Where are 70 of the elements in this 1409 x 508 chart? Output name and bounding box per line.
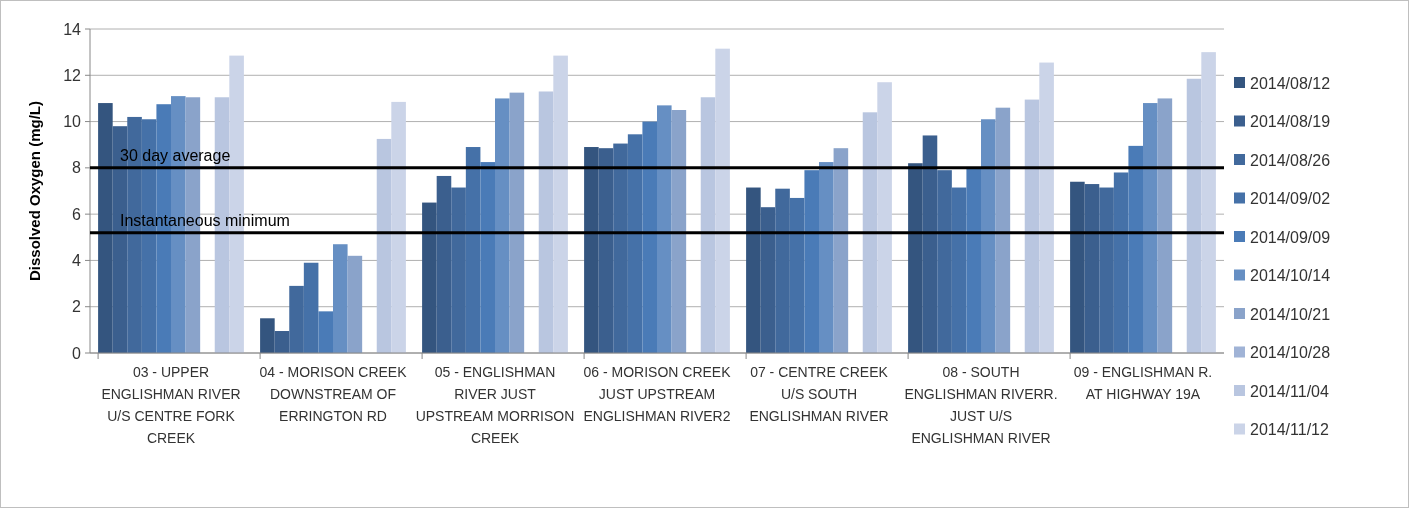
bar (715, 48, 730, 353)
bar (260, 318, 275, 353)
bar (642, 121, 657, 353)
bar (1024, 99, 1040, 353)
y-tick-label: 2 (72, 298, 82, 316)
legend-label: 2014/10/28 (1250, 344, 1331, 362)
y-tick-label: 8 (72, 159, 82, 177)
legend-label: 2014/11/12 (1250, 421, 1329, 439)
y-axis-title: Dissolved Oxygen (mg/L) (26, 100, 43, 282)
legend-label: 2014/08/19 (1250, 113, 1331, 131)
y-tick-label: 0 (72, 344, 82, 362)
bar (274, 331, 290, 353)
y-tick-label: 14 (63, 20, 82, 38)
y-tick-label: 12 (63, 66, 82, 84)
bar (877, 82, 892, 353)
legend-label: 2014/09/09 (1250, 228, 1331, 246)
legend-label: 2014/08/26 (1250, 151, 1331, 169)
bar (657, 105, 672, 353)
bar (1143, 103, 1158, 353)
bar (584, 147, 599, 353)
bar (1186, 78, 1202, 353)
x-tick-label: 03 - UPPER ENGLISHMAN RIVER U/S CENTRE FORK CREEK (101, 364, 241, 446)
bar (1201, 52, 1216, 353)
bar (833, 148, 849, 353)
bar (509, 92, 525, 353)
legend-label: 2014/09/02 (1250, 190, 1331, 208)
bar (995, 107, 1011, 353)
y-tick-label: 6 (72, 205, 82, 223)
bar (746, 187, 761, 353)
bar (671, 110, 687, 353)
bar (862, 112, 878, 353)
x-tick-label: 07 - CENTRE CREEK U/S SOUTH ENGLISHMAN RIVER (749, 364, 889, 424)
bar (760, 207, 776, 353)
bar (318, 311, 333, 353)
bar (700, 97, 716, 353)
bar (333, 244, 348, 353)
x-tick-label: 09 - ENGLISHMAN R. AT HIGHWAY 19A (1073, 364, 1213, 402)
ref-line-label: 30 day average (120, 146, 231, 164)
legend-label: 2014/10/14 (1250, 267, 1331, 285)
bar (391, 101, 406, 353)
bar (376, 138, 392, 353)
bar (495, 98, 510, 353)
bar (922, 135, 938, 353)
x-tick-label: 08 - SOUTH ENGLISHMAN RIVERR. JUST U/S ENGLISHMAN RIVER (904, 364, 1058, 446)
bar (422, 202, 437, 353)
y-tick-label: 10 (63, 113, 82, 131)
bar (1128, 145, 1143, 353)
bar (966, 167, 981, 353)
bar (981, 119, 996, 353)
bar (908, 163, 923, 353)
legend-label: 2014/11/04 (1250, 382, 1329, 400)
bar (1070, 181, 1085, 353)
bar (804, 170, 819, 353)
x-tick-label: 04 - MORISON CREEK DOWNSTREAM OF ERRINGTON RD (259, 364, 408, 424)
bar (347, 255, 363, 353)
x-tick-label: 06 - MORISON CREEK JUST UPSTREAM ENGLISHMAN RIVER2 (583, 364, 732, 424)
bar (598, 148, 614, 353)
bar (98, 103, 113, 353)
bar (436, 175, 452, 353)
legend-label: 2014/10/21 (1250, 305, 1331, 323)
bar (1039, 62, 1054, 353)
bar (819, 162, 834, 353)
legend-label: 2014/08/12 (1250, 74, 1331, 92)
bar (538, 91, 554, 353)
bar (553, 55, 568, 353)
x-tick-label: 05 - ENGLISHMAN RIVER JUST UPSTREAM MORRISON CREEK (415, 364, 575, 446)
bar (480, 162, 495, 353)
y-tick-label: 4 (72, 252, 82, 270)
bar (1084, 184, 1100, 353)
bar (1157, 98, 1173, 353)
